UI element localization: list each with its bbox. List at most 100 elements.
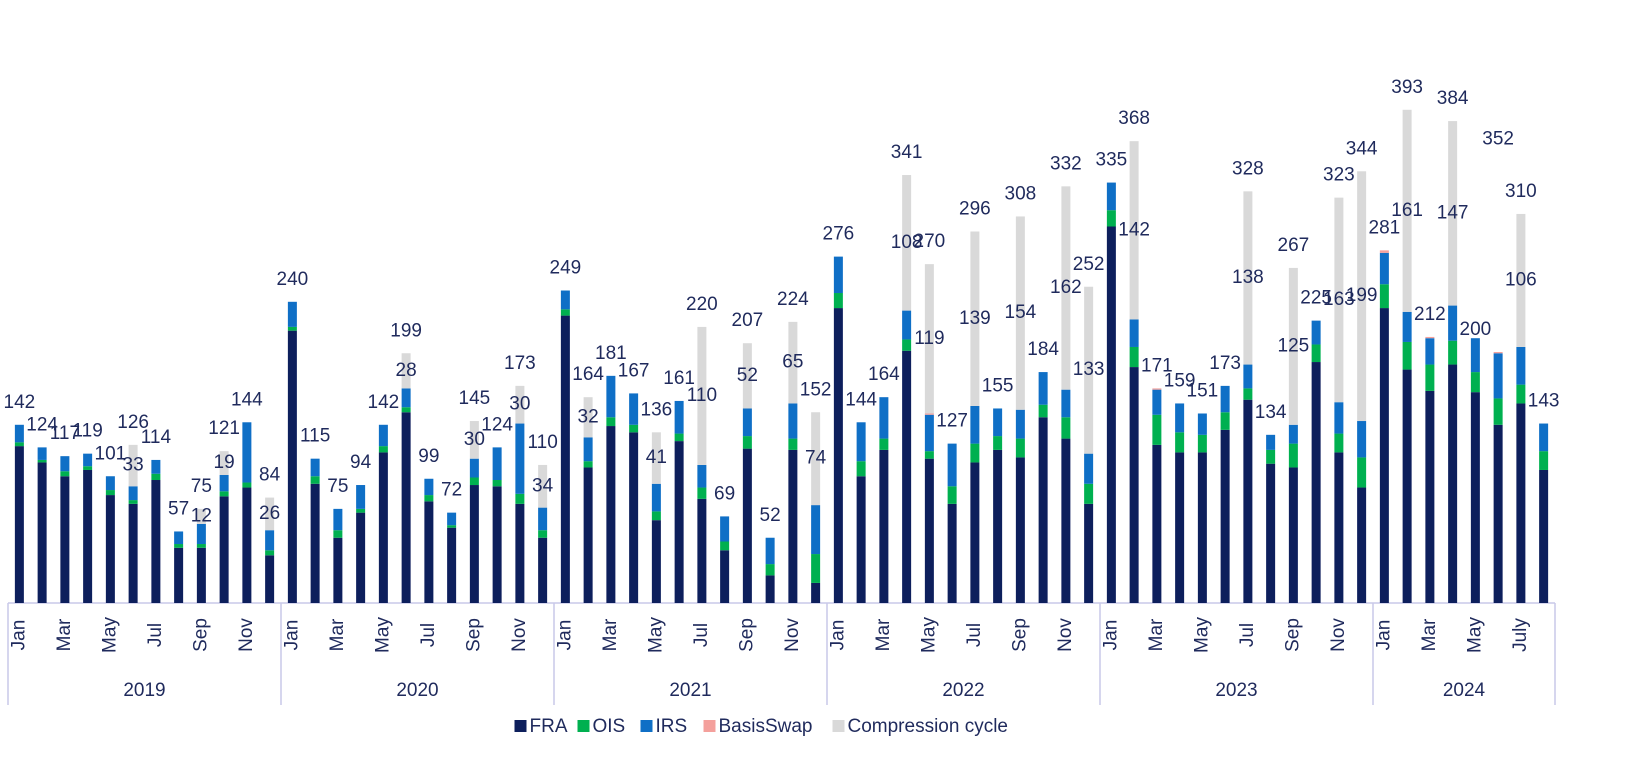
compression-label: 32: [578, 406, 599, 427]
bar-segment: [833, 293, 843, 309]
bar-segment: [742, 343, 752, 409]
bar-segment: [674, 400, 684, 434]
bar-segment: [1357, 487, 1367, 603]
bar-segment: [287, 330, 297, 603]
bar-segment: [60, 476, 70, 603]
total-label: 75: [191, 476, 212, 497]
total-label: 308: [1005, 183, 1037, 204]
bar-segment: [629, 424, 639, 433]
bar-segment: [993, 436, 1003, 450]
bar-segment: [924, 458, 934, 603]
bar-segment: [606, 375, 616, 418]
bar-segment: [1379, 252, 1389, 285]
x-tick-label: Nov: [509, 618, 530, 652]
compression-label: 161: [1391, 200, 1423, 221]
bar-segment: [902, 339, 912, 351]
compression-label: 28: [396, 360, 417, 381]
bar-segment: [1197, 452, 1207, 603]
total-label: 110: [527, 432, 557, 453]
compression-label: 125: [1278, 335, 1310, 356]
legend-label: IRS: [656, 716, 688, 737]
x-tick-label: Jul: [145, 623, 166, 647]
bar-segment: [583, 467, 593, 603]
x-tick-label: Mar: [1419, 618, 1440, 651]
bar-segment: [902, 310, 912, 340]
bar-segment: [196, 508, 206, 524]
bar-segment: [356, 508, 366, 513]
bar-segment: [287, 326, 297, 331]
bar-segment: [651, 520, 661, 603]
compression-label: 199: [1346, 285, 1378, 306]
bar-segment: [1493, 353, 1503, 399]
x-tick-label: Jan: [554, 620, 575, 651]
total-label: 344: [1346, 138, 1378, 159]
legend-label: BasisSwap: [719, 716, 813, 737]
total-label: 84: [259, 465, 281, 486]
compression-label: 139: [959, 308, 991, 329]
bar-segment: [970, 462, 980, 603]
bar-segment: [538, 530, 548, 538]
bar-segment: [1106, 182, 1116, 211]
bar-segment: [1152, 388, 1162, 390]
bar-segment: [515, 423, 525, 494]
bar-segment: [1425, 390, 1435, 603]
bar-segment: [993, 449, 1003, 603]
legend-swatch: [703, 720, 716, 732]
bar-segment: [924, 451, 934, 459]
legend-label: FRA: [530, 716, 568, 737]
bar-segment: [811, 554, 821, 583]
bar-segment: [1243, 388, 1253, 400]
total-label: 252: [1073, 254, 1105, 275]
total-label: 117: [50, 423, 80, 444]
bar-segment: [1516, 213, 1526, 347]
compression-label: 110: [687, 385, 717, 406]
bar-segment: [1038, 372, 1048, 405]
total-label: 142: [368, 392, 400, 413]
bar-segment: [128, 500, 138, 504]
compression-label: 138: [1232, 267, 1264, 288]
bar-segment: [1539, 469, 1549, 603]
total-label: 332: [1050, 153, 1082, 174]
total-label: 173: [504, 353, 536, 374]
bar-segment: [1061, 389, 1071, 418]
bar-segment: [1379, 284, 1389, 309]
compression-label: 147: [1437, 202, 1469, 223]
bar-segment: [265, 550, 275, 556]
x-tick-label: Jan: [281, 620, 302, 651]
total-label: 249: [550, 258, 582, 279]
bar-segment: [742, 436, 752, 449]
bar-segment: [515, 503, 525, 603]
total-label: 200: [1460, 319, 1492, 340]
total-label: 225: [1300, 288, 1332, 309]
compression-label: 26: [259, 503, 280, 524]
bar-segment: [1448, 364, 1458, 603]
compression-label: 19: [214, 452, 235, 473]
x-tick-label: Nov: [236, 618, 257, 652]
x-tick-label: Jul: [964, 623, 985, 647]
year-label: 2023: [1215, 680, 1257, 701]
total-label: 164: [572, 364, 604, 385]
total-label: 152: [800, 379, 832, 400]
bar-segment: [651, 511, 661, 521]
bar-segment: [174, 531, 184, 545]
total-label: 124: [481, 414, 513, 435]
bar-segment: [492, 486, 502, 603]
bar-segment: [219, 491, 229, 497]
bar-segment: [265, 555, 275, 603]
bar-segment: [37, 462, 47, 603]
total-label: 368: [1118, 108, 1150, 129]
bar-segment: [924, 414, 934, 452]
legend-swatch: [640, 720, 653, 732]
bar-segment: [765, 564, 775, 576]
bar-segment: [174, 544, 184, 548]
bar-segment: [788, 321, 798, 404]
bar-segment: [606, 417, 616, 427]
total-label: 164: [868, 364, 900, 385]
bar-segment: [447, 525, 457, 528]
bar-segment: [697, 464, 707, 488]
bar-segment: [560, 315, 570, 603]
bar-segment: [333, 537, 343, 603]
bar-segment: [1106, 226, 1116, 603]
total-label: 310: [1505, 181, 1537, 202]
total-label: 143: [1528, 391, 1560, 412]
